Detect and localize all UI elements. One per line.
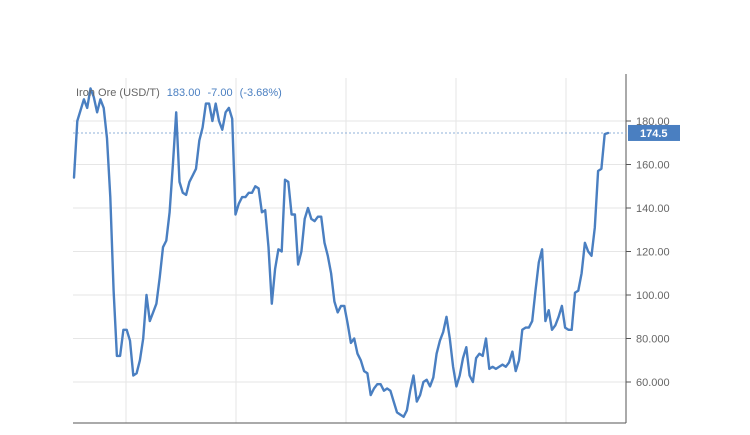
labels-layer: 60.00080.000100.00120.00140.00160.00180.… bbox=[628, 116, 680, 389]
y-tick-label: 140.00 bbox=[636, 203, 670, 215]
grid-lines bbox=[73, 78, 626, 423]
series-layer bbox=[72, 87, 626, 418]
axes bbox=[73, 74, 631, 424]
current-price-label: 174.5 bbox=[640, 128, 668, 140]
legend-instrument: Iron Ore (USD/T) bbox=[76, 87, 160, 99]
y-tick-label: 160.00 bbox=[636, 160, 670, 172]
legend-change: -7.00 bbox=[208, 87, 233, 99]
current-price-badge bbox=[628, 124, 680, 141]
series-line bbox=[72, 87, 610, 418]
y-tick-label: 120.00 bbox=[636, 247, 670, 259]
y-tick-label: 60.000 bbox=[636, 377, 670, 389]
legend-change-pct: (-3.68%) bbox=[240, 87, 282, 99]
y-tick-label: 80.000 bbox=[636, 334, 670, 346]
legend: Iron Ore (USD/T) 183.00 -7.00 (-3.68%) bbox=[76, 87, 282, 99]
y-tick-label: 100.00 bbox=[636, 290, 670, 302]
legend-price: 183.00 bbox=[167, 87, 201, 99]
